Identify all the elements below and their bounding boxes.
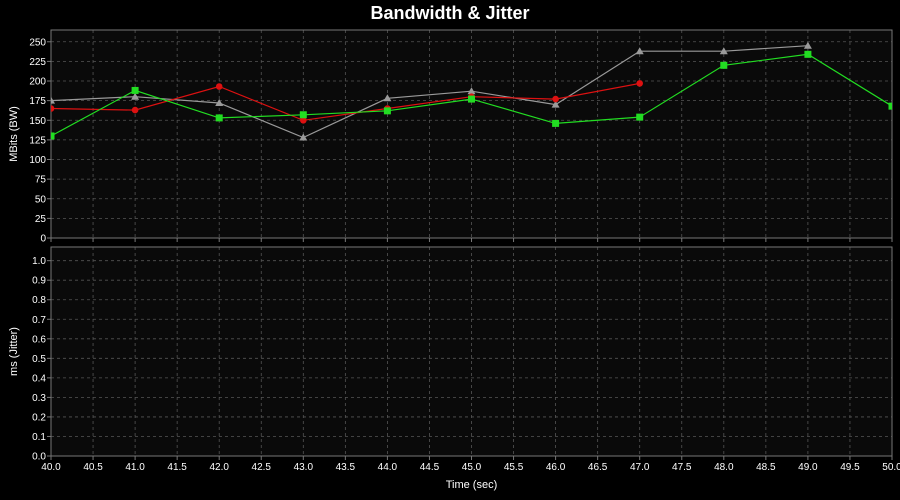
jitter-x-tick-label: 47.0 — [630, 462, 650, 473]
bandwidth-series-0-point — [635, 47, 644, 55]
bandwidth-y-tick-label: 225 — [29, 57, 46, 68]
bandwidth-series-group — [51, 41, 892, 141]
bandwidth-series-1-point — [552, 95, 559, 103]
bandwidth-series-2-point — [215, 114, 223, 122]
jitter-x-tick-label: 41.5 — [167, 462, 187, 473]
bandwidth-series-2-point — [468, 95, 475, 103]
jitter-x-tick-label: 41.0 — [125, 462, 145, 473]
bandwidth-series-1-point — [300, 116, 307, 124]
bandwidth-series-2-point — [636, 113, 644, 121]
bandwidth-y-tick-label: 125 — [29, 135, 46, 146]
jitter-y-tick-label: 0.2 — [32, 412, 46, 423]
bandwidth-series-1-point — [51, 105, 55, 112]
bandwidth-series-2-point — [131, 86, 139, 94]
bandwidth-y-tick-label: 100 — [29, 155, 46, 166]
chart-panels: 0 25 50 75 100 125 150 175 200 225 250 MBits (BW) 0.… — [8, 29, 900, 491]
bandwidth-series-0-point — [51, 96, 55, 104]
bandwidth-series-1-point — [636, 80, 643, 87]
bandwidth-series-2-point — [552, 119, 560, 127]
jitter-x-tick-label: 42.5 — [252, 462, 272, 473]
jitter-y-tick-label: 0.8 — [32, 295, 46, 306]
bandwidth-series-0-point — [467, 87, 476, 95]
bandwidth-series-0-point — [215, 98, 224, 106]
jitter-x-tick-label: 49.5 — [840, 462, 860, 473]
jitter-y-tick-label: 0.1 — [32, 432, 46, 443]
jitter-x-tick-label: 50.0 — [882, 462, 900, 473]
bandwidth-series-0-point — [803, 41, 812, 49]
bandwidth-series-2-point — [720, 61, 728, 69]
bandwidth-series-2-point — [383, 107, 391, 115]
jitter-y-tick-label: 0.3 — [32, 393, 46, 404]
bandwidth-y-tick-label: 175 — [29, 96, 46, 107]
jitter-x-tick-label: 44.5 — [420, 462, 440, 473]
bandwidth-series-1-line — [51, 82, 640, 121]
bandwidth-y-tick-label: 75 — [35, 175, 47, 186]
bandwidth-series-1-point — [215, 83, 223, 90]
bandwidth-series-2-point — [51, 132, 55, 140]
jitter-x-tick-label: 43.0 — [294, 462, 314, 473]
bandwidth-series-0-point — [383, 94, 392, 102]
jitter-y-tick-label: 0.6 — [32, 334, 46, 345]
bandwidth-series-0-point — [131, 92, 140, 100]
jitter-x-tick-label: 48.5 — [756, 462, 776, 473]
jitter-x-tick-label: 46.0 — [546, 462, 566, 473]
jitter-y-tick-label: 0.0 — [32, 452, 46, 463]
jitter-x-tick-label: 43.5 — [336, 462, 356, 473]
bandwidth-y-axis-label: MBits (BW) — [8, 106, 20, 162]
bandwidth-series-2-point — [804, 50, 812, 58]
jitter-x-tick-label: 49.0 — [798, 462, 818, 473]
bandwidth-series-0-point — [299, 133, 308, 141]
bandwidth-y-tick-label: 250 — [29, 37, 46, 48]
chart-title: Bandwidth & Jitter — [370, 3, 529, 23]
jitter-y-tick-label: 0.9 — [32, 276, 46, 287]
bandwidth-y-tick-label: 25 — [35, 214, 47, 225]
bandwidth-series-2-point — [888, 102, 892, 110]
jitter-y-tick-label: 0.4 — [32, 373, 46, 384]
bandwidth-panel: 0 25 50 75 100 125 150 175 200 225 250 MBits (BW) — [8, 29, 893, 245]
bandwidth-series-1-point — [131, 106, 139, 114]
bandwidth-series-0-line — [51, 45, 808, 139]
jitter-x-axis-label: Time (sec) — [446, 479, 498, 491]
jitter-x-tick-label: 48.0 — [714, 462, 734, 473]
bandwidth-y-tick-label: 50 — [35, 194, 47, 205]
jitter-x-tick-label: 42.0 — [209, 462, 229, 473]
jitter-y-tick-label: 0.5 — [32, 354, 46, 365]
bandwidth-series-2-point — [299, 111, 307, 119]
bandwidth-y-tick-label: 150 — [29, 116, 46, 127]
jitter-y-axis-label: ms (Jitter) — [8, 327, 20, 376]
jitter-y-tick-label: 0.7 — [32, 315, 46, 326]
jitter-x-tick-label: 47.5 — [672, 462, 692, 473]
bandwidth-series-0-point — [551, 100, 560, 108]
jitter-x-tick-label: 44.0 — [378, 462, 398, 473]
jitter-panel: 0.0 0.1 0.2 0.3 0.4 0.5 0.6 0.7 0.8 0.9 1.0 40.0 40.… — [8, 246, 900, 491]
jitter-x-tick-label: 45.0 — [462, 462, 482, 473]
bandwidth-y-tick-label: 200 — [29, 77, 46, 88]
jitter-x-tick-label: 45.5 — [504, 462, 524, 473]
jitter-x-tick-label: 46.5 — [588, 462, 608, 473]
bandwidth-y-tick-label: 0 — [40, 234, 46, 245]
jitter-y-tick-label: 1.0 — [32, 256, 46, 267]
jitter-x-tick-label: 40.5 — [83, 462, 103, 473]
jitter-x-tick-label: 40.0 — [41, 462, 61, 473]
bandwidth-series-0-point — [719, 47, 728, 55]
